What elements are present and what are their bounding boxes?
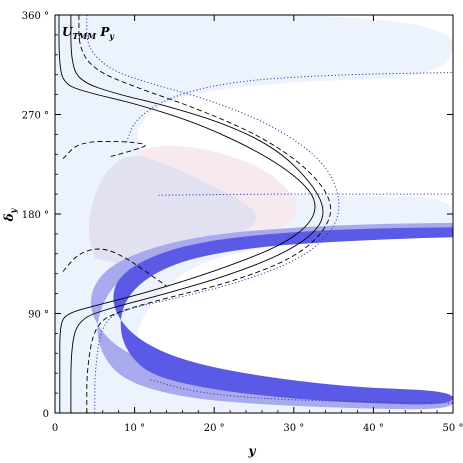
dotted-curve-mid — [158, 193, 453, 196]
y-tick-label: 270 ° — [22, 111, 49, 122]
x-tick-label: 30 ° — [283, 423, 304, 434]
y-axis-title: δy — [2, 207, 18, 222]
x-tick-label: 10 ° — [124, 423, 145, 434]
dotted-curve-upper — [126, 72, 454, 143]
x-axis-title: y — [248, 444, 257, 458]
contour-curves — [58, 15, 454, 413]
x-tick-label: 40 ° — [363, 423, 384, 434]
dashed-curve-pocket — [62, 140, 146, 160]
y-tick-label: 0 — [43, 409, 49, 420]
filled-regions — [55, 15, 454, 413]
x-tick-label: 50 ° — [443, 423, 463, 434]
solid-curve-inner — [70, 15, 324, 413]
x-tick-label: 20 ° — [204, 423, 225, 434]
dotted-curve-lower — [150, 379, 454, 404]
axis-ticks: 0 10 ° 20 ° 30 ° 40 ° 50 ° 0 90 ° 180 ° 270 ° 360 … — [22, 11, 463, 434]
y-tick-label: 180 ° — [22, 210, 49, 221]
y-tick-label: 90 ° — [28, 310, 49, 321]
plot-label: UTMM Py — [62, 25, 115, 41]
dashed-curve-lower — [62, 248, 167, 287]
solid-curve-outer — [58, 15, 316, 413]
y-tick-label: 360 ° — [22, 11, 49, 22]
x-tick-label: 0 — [52, 423, 58, 434]
inner-band — [113, 227, 453, 405]
